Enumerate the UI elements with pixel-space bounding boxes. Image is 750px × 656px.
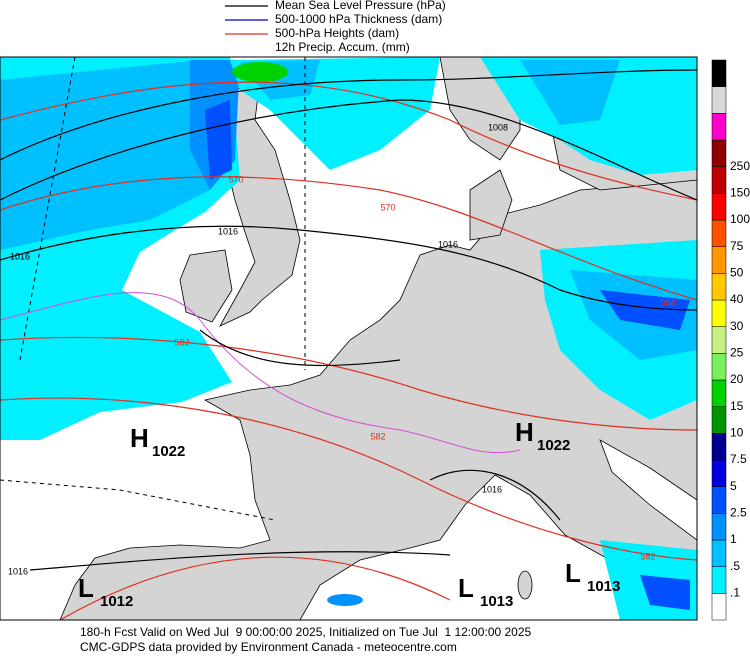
- colorbar-label: 50: [730, 266, 744, 280]
- colorbar-label: 7.5: [730, 452, 747, 466]
- center-value: 1013: [480, 593, 513, 610]
- colorbar-segment: [711, 593, 727, 621]
- colorbar-segment: [711, 486, 727, 514]
- center-letter: L: [78, 573, 94, 603]
- colorbar-segment: [711, 219, 727, 247]
- center-letter: L: [565, 558, 581, 588]
- center-letter: H: [515, 417, 534, 447]
- colorbar-segment: [711, 433, 727, 461]
- colorbar-segment: [711, 566, 727, 594]
- colorbar-segment: [711, 193, 727, 221]
- colorbar-label: 25: [730, 346, 744, 360]
- colorbar-segment: [711, 299, 727, 327]
- colorbar-segment: [711, 139, 727, 167]
- contour-label: 1008: [488, 122, 508, 132]
- contour-label: 558: [660, 297, 675, 307]
- colorbar-segment: [711, 86, 727, 114]
- colorbar-segment: [711, 379, 727, 407]
- map-frame: [0, 56, 698, 621]
- center-value: 1013: [587, 578, 620, 595]
- colorbar-label: 1: [730, 532, 737, 546]
- map-area: [0, 57, 697, 620]
- colorbar-label: 20: [730, 372, 744, 386]
- colorbar-segment: [711, 459, 727, 487]
- colorbar-label: 100: [730, 212, 750, 226]
- center-value: 1012: [100, 593, 133, 610]
- colorbar-segment: [711, 406, 727, 434]
- contour-label: 1016: [10, 251, 30, 261]
- contour-label: 1016: [218, 226, 238, 236]
- contour-label: 570: [380, 202, 395, 212]
- colorbar: .1 .5 1 2.5 5 7.5 10 15 20 25 30 40 50 75 100 150 250: [711, 59, 750, 621]
- colorbar-segment: [711, 113, 727, 141]
- legend: Mean Sea Level Pressure (hPa)500-1000 hP…: [225, 0, 446, 54]
- legend-label: Mean Sea Level Pressure (hPa): [275, 0, 446, 12]
- colorbar-segment: [711, 273, 727, 301]
- colorbar-label: 150: [730, 186, 750, 200]
- colorbar-label: 15: [730, 399, 744, 413]
- contour-label: 582: [174, 337, 189, 347]
- center-letter: L: [458, 573, 474, 603]
- legend-label: 500-1000 hPa Thickness (dam): [275, 12, 442, 26]
- footer-line: CMC-GDPS data provided by Environment Ca…: [80, 640, 457, 654]
- colorbar-label: 10: [730, 426, 744, 440]
- colorbar-label: 250: [730, 159, 750, 173]
- colorbar-label: 30: [730, 319, 744, 333]
- colorbar-segment: [711, 513, 727, 541]
- contour-label: 570: [228, 174, 243, 184]
- colorbar-segment: [711, 166, 727, 194]
- legend-label: 500-hPa Heights (dam): [275, 26, 399, 40]
- colorbar-label: .1: [730, 586, 740, 600]
- colorbar-segment: [711, 59, 727, 87]
- contour-label: 582: [370, 431, 385, 441]
- center-value: 1022: [152, 443, 185, 460]
- colorbar-segment: [711, 353, 727, 381]
- center-letter: H: [130, 423, 149, 453]
- legend-label: 12h Precip. Accum. (mm): [275, 40, 410, 54]
- colorbar-label: 2.5: [730, 506, 747, 520]
- colorbar-label: 40: [730, 292, 744, 306]
- footer: 180-h Fcst Valid on Wed Jul 9 00:00:00 2…: [80, 625, 532, 654]
- colorbar-segment: [711, 326, 727, 354]
- contour-label: 582: [640, 551, 655, 561]
- colorbar-segment: [711, 539, 727, 567]
- colorbar-label: 5: [730, 479, 737, 493]
- footer-line: 180-h Fcst Valid on Wed Jul 9 00:00:00 2…: [80, 625, 532, 639]
- contour-label: 1016: [438, 239, 458, 249]
- colorbar-label: 75: [730, 239, 744, 253]
- contour-label: 1016: [482, 484, 502, 494]
- colorbar-label: .5: [730, 559, 740, 573]
- center-value: 1022: [537, 437, 570, 454]
- colorbar-segment: [711, 246, 727, 274]
- contour-label: 1016: [8, 566, 28, 576]
